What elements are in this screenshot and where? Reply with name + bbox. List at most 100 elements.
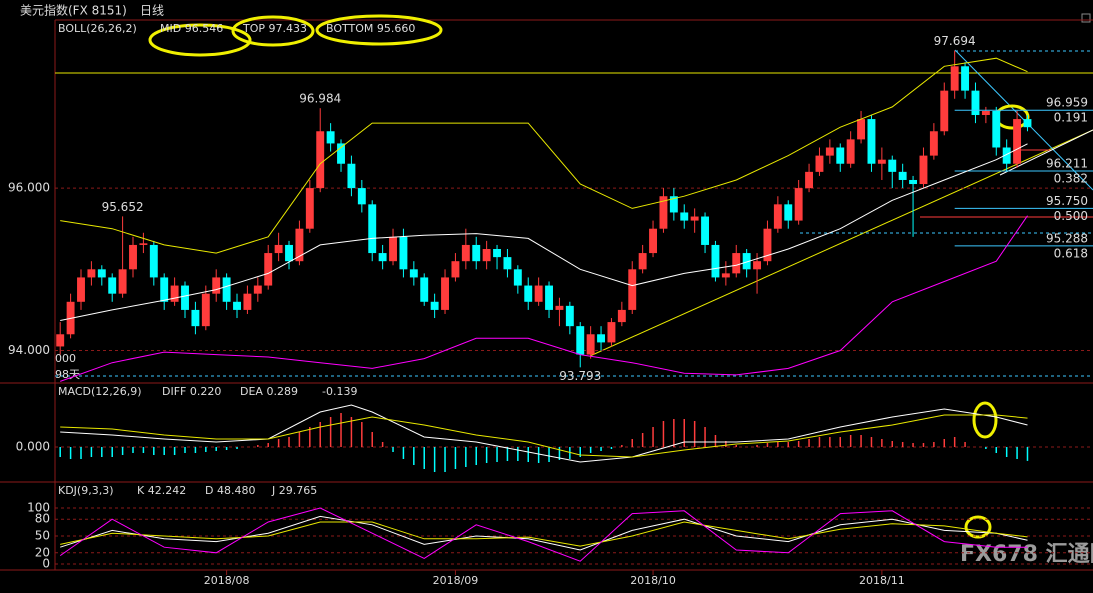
fib-price: 95.288 — [1046, 231, 1088, 245]
y-tick-label: 96.000 — [8, 181, 50, 195]
candle-body — [638, 253, 647, 270]
candle-body — [118, 269, 127, 294]
candle-body — [825, 147, 834, 156]
candle-body — [846, 139, 855, 164]
legend-value: 42.242 — [148, 484, 187, 497]
candle-body — [877, 159, 886, 164]
y-tick-label: 20 — [35, 545, 50, 559]
legend-name: DEA — [240, 385, 263, 398]
candle-body — [597, 334, 605, 343]
candle-body — [992, 110, 1001, 148]
candle-body — [316, 131, 325, 189]
candle-body — [181, 285, 189, 310]
candle-body — [1002, 147, 1011, 164]
fib-ratio: 0.500 — [1054, 209, 1088, 223]
candle-body — [794, 188, 803, 221]
candle-body — [690, 216, 699, 221]
candle-body — [357, 188, 366, 205]
candle-body — [617, 309, 626, 323]
candle-body — [701, 216, 710, 245]
drawn-lines — [55, 49, 1093, 377]
candle-body — [243, 293, 252, 310]
candle-body — [919, 155, 928, 185]
legend-value: 95.660 — [377, 22, 416, 35]
fib-ratio: 0.382 — [1054, 171, 1088, 185]
candle-body — [77, 277, 85, 302]
candle-body — [139, 243, 148, 245]
candle-body — [56, 334, 65, 347]
candle-body — [170, 285, 179, 302]
candle-body — [909, 179, 918, 185]
candle-body — [337, 143, 345, 164]
candle-body — [368, 204, 377, 254]
legend-value: 48.480 — [217, 484, 256, 497]
candle-body — [399, 236, 408, 270]
y-tick-label: 80 — [35, 512, 50, 526]
indicator-line — [60, 521, 1028, 547]
candle-body — [784, 204, 793, 221]
fib-price: 96.959 — [1046, 96, 1088, 110]
y-tick-label: 94.000 — [8, 343, 50, 357]
x-tick-label: 2018/08 — [204, 574, 250, 587]
candle-body — [586, 334, 595, 355]
window-button[interactable] — [1081, 13, 1091, 23]
candle-body — [201, 293, 210, 327]
candle-body — [971, 90, 980, 116]
legend-value: 0.220 — [190, 385, 222, 398]
header-period[interactable]: 日线 — [140, 4, 164, 18]
candle-body — [669, 196, 678, 213]
extreme-label: 95.652 — [102, 200, 144, 214]
header-title: 美元指数(FX 8151) — [20, 3, 127, 18]
extreme-label: 97.694 — [934, 34, 976, 48]
candle-body — [680, 212, 689, 221]
legend-entry: DEA 0.289 — [240, 385, 298, 398]
legend-name: D — [205, 484, 213, 497]
candle-body — [326, 131, 335, 144]
x-tick-label: 2018/11 — [859, 574, 905, 587]
candle-body — [233, 301, 241, 310]
candle-body — [513, 269, 522, 286]
candle-body — [305, 188, 314, 229]
legend-value: 0.289 — [266, 385, 298, 398]
candle-body — [389, 236, 397, 262]
candle-body — [565, 305, 574, 327]
fib-price: 95.750 — [1046, 194, 1088, 208]
candle-body — [940, 90, 949, 132]
candle-body — [732, 253, 741, 274]
legend-name: BOTTOM — [326, 22, 373, 35]
candle-body — [1013, 119, 1022, 164]
candle-body — [295, 228, 304, 262]
candle-body — [711, 244, 720, 278]
x-tick-label: 2018/10 — [630, 574, 676, 587]
legend-value: 29.765 — [279, 484, 318, 497]
candle-body — [430, 301, 439, 310]
candle-body — [347, 163, 356, 189]
candle-body — [981, 110, 990, 116]
candle-body — [264, 253, 273, 286]
indicator-line — [59, 507, 1028, 562]
candle-body — [285, 244, 293, 262]
candle-body — [576, 326, 585, 355]
panel-frames — [0, 19, 1093, 571]
indicator-line — [60, 414, 1028, 458]
cut-label: 000 — [55, 352, 76, 365]
candle-body — [867, 119, 876, 164]
candle-body — [628, 269, 637, 310]
legend-value: -0.139 — [322, 385, 357, 398]
candle-body — [888, 159, 897, 172]
legend-name: MID — [160, 22, 181, 35]
candle-body — [545, 285, 553, 310]
candle-body — [461, 244, 470, 262]
candle-body — [721, 273, 730, 278]
candle-body — [534, 285, 543, 302]
y-tick-label: 50 — [35, 528, 50, 542]
legend-value: 97.433 — [269, 22, 308, 35]
candle-body — [607, 322, 616, 343]
legend-entry: D 48.480 — [205, 484, 255, 497]
indicator-line — [60, 515, 1028, 551]
x-tick-label: 2018/09 — [433, 574, 479, 587]
candle-body — [961, 66, 970, 91]
candle-body — [212, 277, 221, 294]
